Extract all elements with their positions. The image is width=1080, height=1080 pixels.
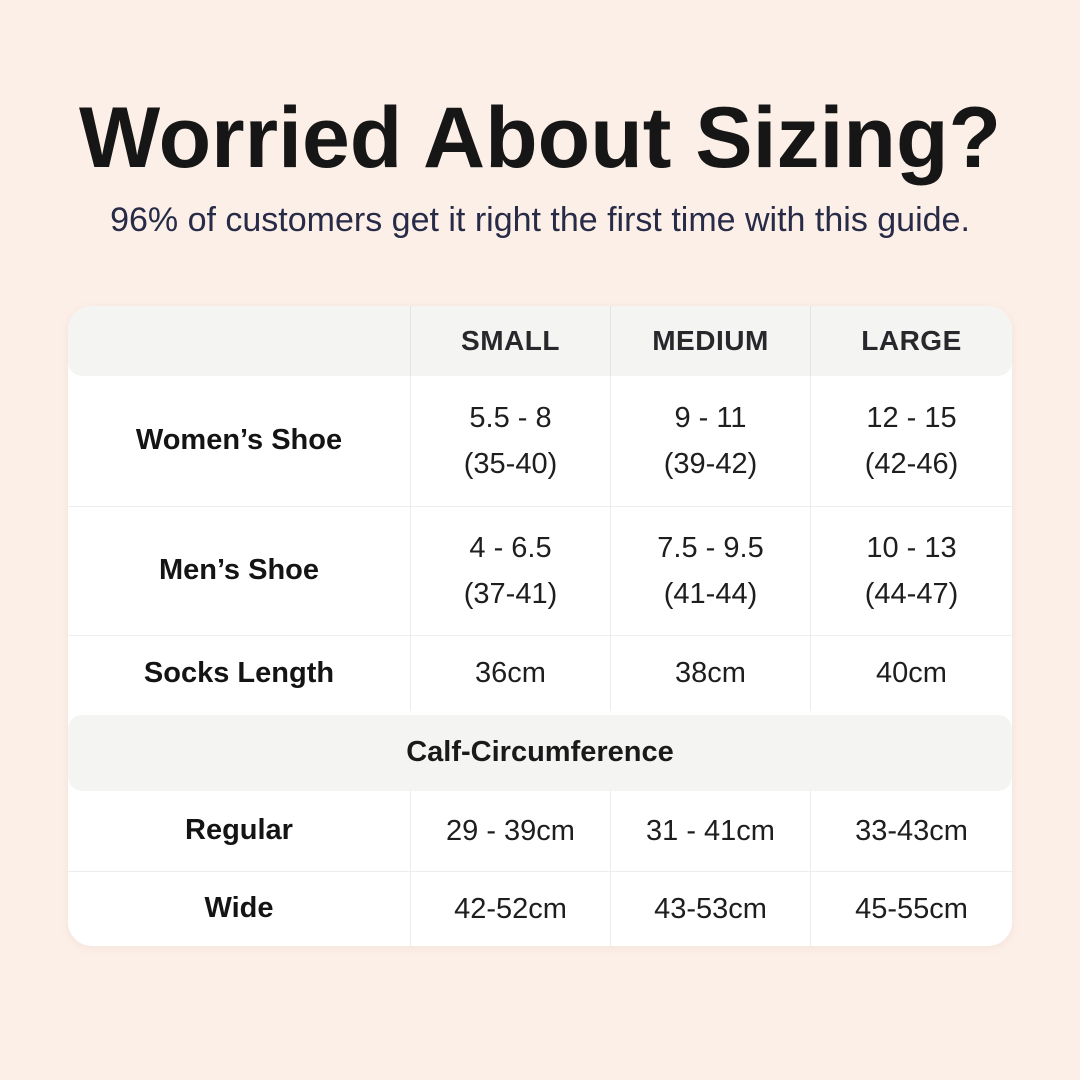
cell-socks-small: 36cm: [410, 635, 610, 711]
row-label-regular: Regular: [185, 814, 293, 847]
column-header-large: LARGE: [810, 305, 1012, 376]
cell-womens-medium: 9 - 11 (39-42): [610, 375, 810, 506]
value-line-1: 4 - 6.5: [469, 531, 552, 564]
value-line-2: (39-42): [663, 447, 758, 480]
table-row-womens-shoe: Women’s Shoe 5.5 - 8 (35-40) 9 - 11 (39-…: [68, 375, 1012, 507]
value-line-1: 9 - 11: [674, 401, 747, 434]
cell-mens-large: 10 - 13 (44-47): [810, 506, 1012, 635]
cell-wide-small: 42-52cm: [410, 871, 610, 946]
table-header-row: SMALL MEDIUM LARGE: [68, 305, 1012, 376]
cell-wide-large: 45-55cm: [810, 871, 1012, 946]
cell-mens-medium: 7.5 - 9.5 (41-44): [610, 506, 810, 635]
cell-womens-small: 5.5 - 8 (35-40): [410, 375, 610, 506]
value-line-2: (42-46): [864, 447, 959, 480]
cell-socks-large: 40cm: [810, 635, 1012, 711]
cell-regular-small: 29 - 39cm: [410, 790, 610, 871]
cell-regular-large: 33-43cm: [810, 790, 1012, 871]
value-line-2: (35-40): [463, 447, 558, 480]
row-label-wide: Wide: [204, 892, 274, 925]
value-line-1: 10 - 13: [866, 531, 957, 564]
column-header-small: SMALL: [410, 305, 610, 376]
value-line-1: 7.5 - 9.5: [657, 531, 764, 564]
value-line-2: (37-41): [463, 577, 558, 610]
page-header: Worried About Sizing? 96% of customers g…: [0, 0, 1080, 240]
value-line-2: (44-47): [864, 577, 959, 610]
column-header-blank: [68, 306, 410, 376]
cell-mens-small: 4 - 6.5 (37-41): [410, 506, 610, 635]
row-label-mens-shoe: Men’s Shoe: [158, 554, 320, 587]
value-line-2: (41-44): [663, 577, 758, 610]
size-chart-card: SMALL MEDIUM LARGE Women’s Shoe 5.5 - 8 …: [68, 305, 1012, 946]
value-line-1: 12 - 15: [866, 401, 957, 434]
cell-socks-medium: 38cm: [610, 635, 810, 711]
table-row-regular: Regular 29 - 39cm 31 - 41cm 33-43cm: [68, 790, 1012, 872]
value-line-1: 5.5 - 8: [469, 401, 552, 434]
cell-womens-large: 12 - 15 (42-46): [810, 375, 1012, 506]
table-row-wide: Wide 42-52cm 43-53cm 45-55cm: [68, 871, 1012, 946]
section-header-calf-circumference: Calf-Circumference: [68, 714, 1012, 791]
row-label-womens-shoe: Women’s Shoe: [135, 424, 343, 457]
table-row-mens-shoe: Men’s Shoe 4 - 6.5 (37-41) 7.5 - 9.5 (41…: [68, 506, 1012, 636]
page-subtitle: 96% of customers get it right the first …: [110, 200, 970, 239]
cell-wide-medium: 43-53cm: [610, 871, 810, 946]
row-label-socks-length: Socks Length: [143, 656, 335, 689]
column-header-medium: MEDIUM: [610, 305, 810, 376]
cell-regular-medium: 31 - 41cm: [610, 790, 810, 871]
page-title: Worried About Sizing?: [78, 90, 1002, 186]
table-row-socks-length: Socks Length 36cm 38cm 40cm: [68, 635, 1012, 711]
